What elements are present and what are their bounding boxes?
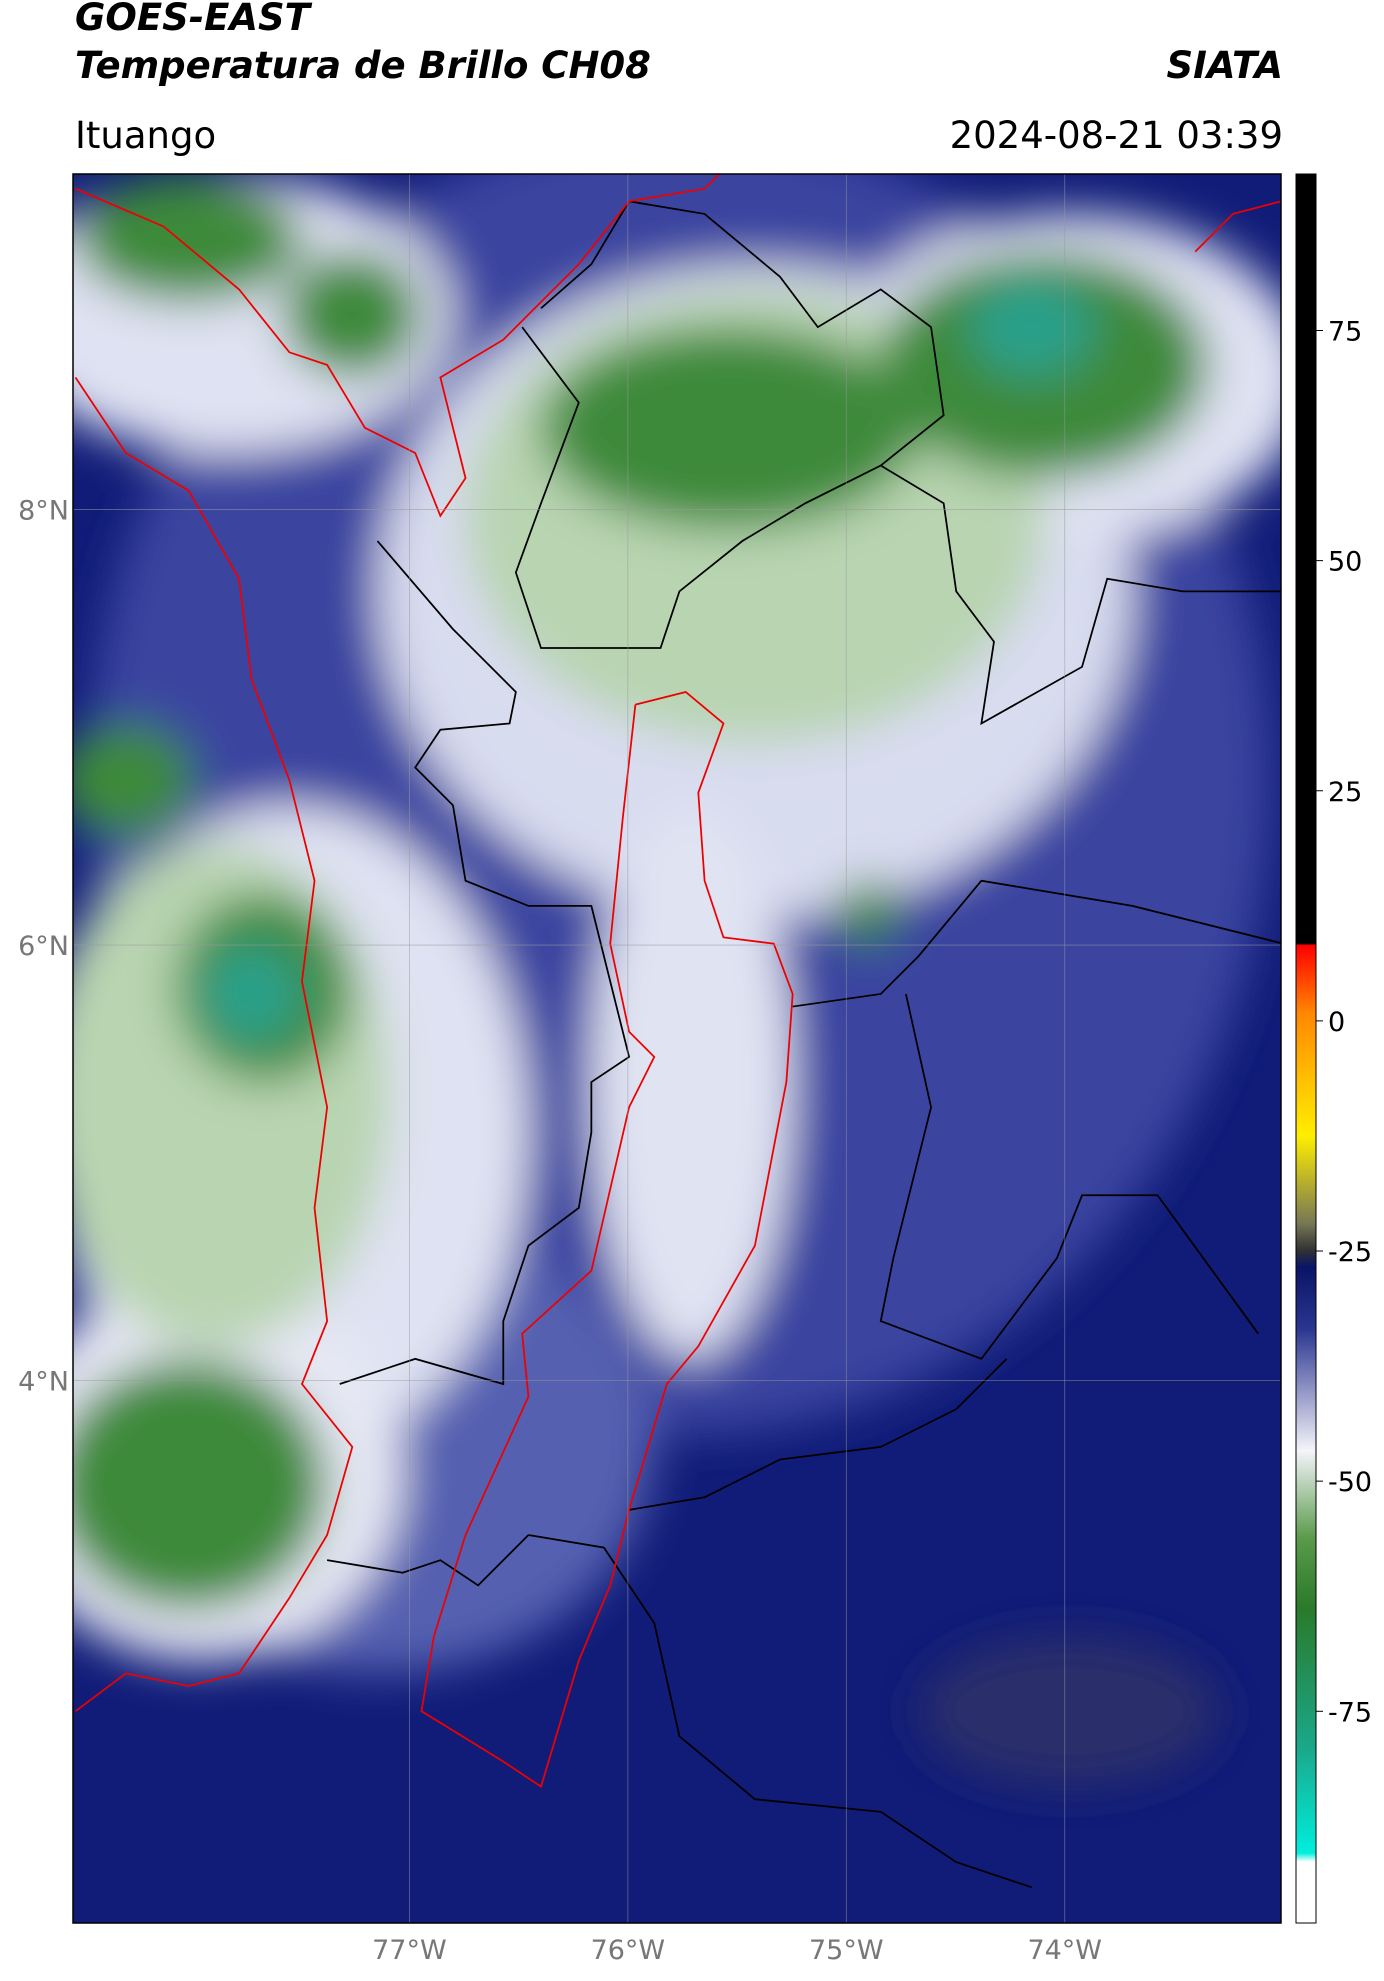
colorbar-tick-label: -75 [1328, 1697, 1372, 1728]
colorbar-tick-label: -50 [1328, 1467, 1372, 1498]
datetime: 2024-08-21 03:39 [950, 114, 1283, 157]
x-tick-label: 74°W [1027, 1935, 1102, 1966]
y-tick-label: 6°N [18, 931, 69, 962]
y-tick-label: 4°N [18, 1367, 69, 1398]
colorbar-tick-label: 50 [1328, 547, 1362, 578]
colorbar [1295, 173, 1317, 1924]
location: Ituango [75, 114, 216, 157]
title: GOES-EAST [75, 0, 313, 39]
subtitle: Temperatura de Brillo CH08 [75, 44, 651, 87]
grid [73, 174, 1281, 1923]
colorbar-tick-label: -25 [1328, 1237, 1372, 1268]
map-frame [72, 173, 1282, 1924]
y-tick-label: 8°N [18, 495, 69, 526]
colorbar-tick-label: 0 [1328, 1007, 1345, 1038]
x-tick-label: 75°W [809, 1935, 884, 1966]
satellite-image [73, 174, 1281, 1923]
x-tick-label: 76°W [591, 1935, 666, 1966]
source: SIATA [1166, 44, 1283, 87]
x-tick-label: 77°W [372, 1935, 447, 1966]
colorbar-tick-label: 75 [1328, 316, 1362, 347]
colorbar-tick-label: 25 [1328, 777, 1362, 808]
